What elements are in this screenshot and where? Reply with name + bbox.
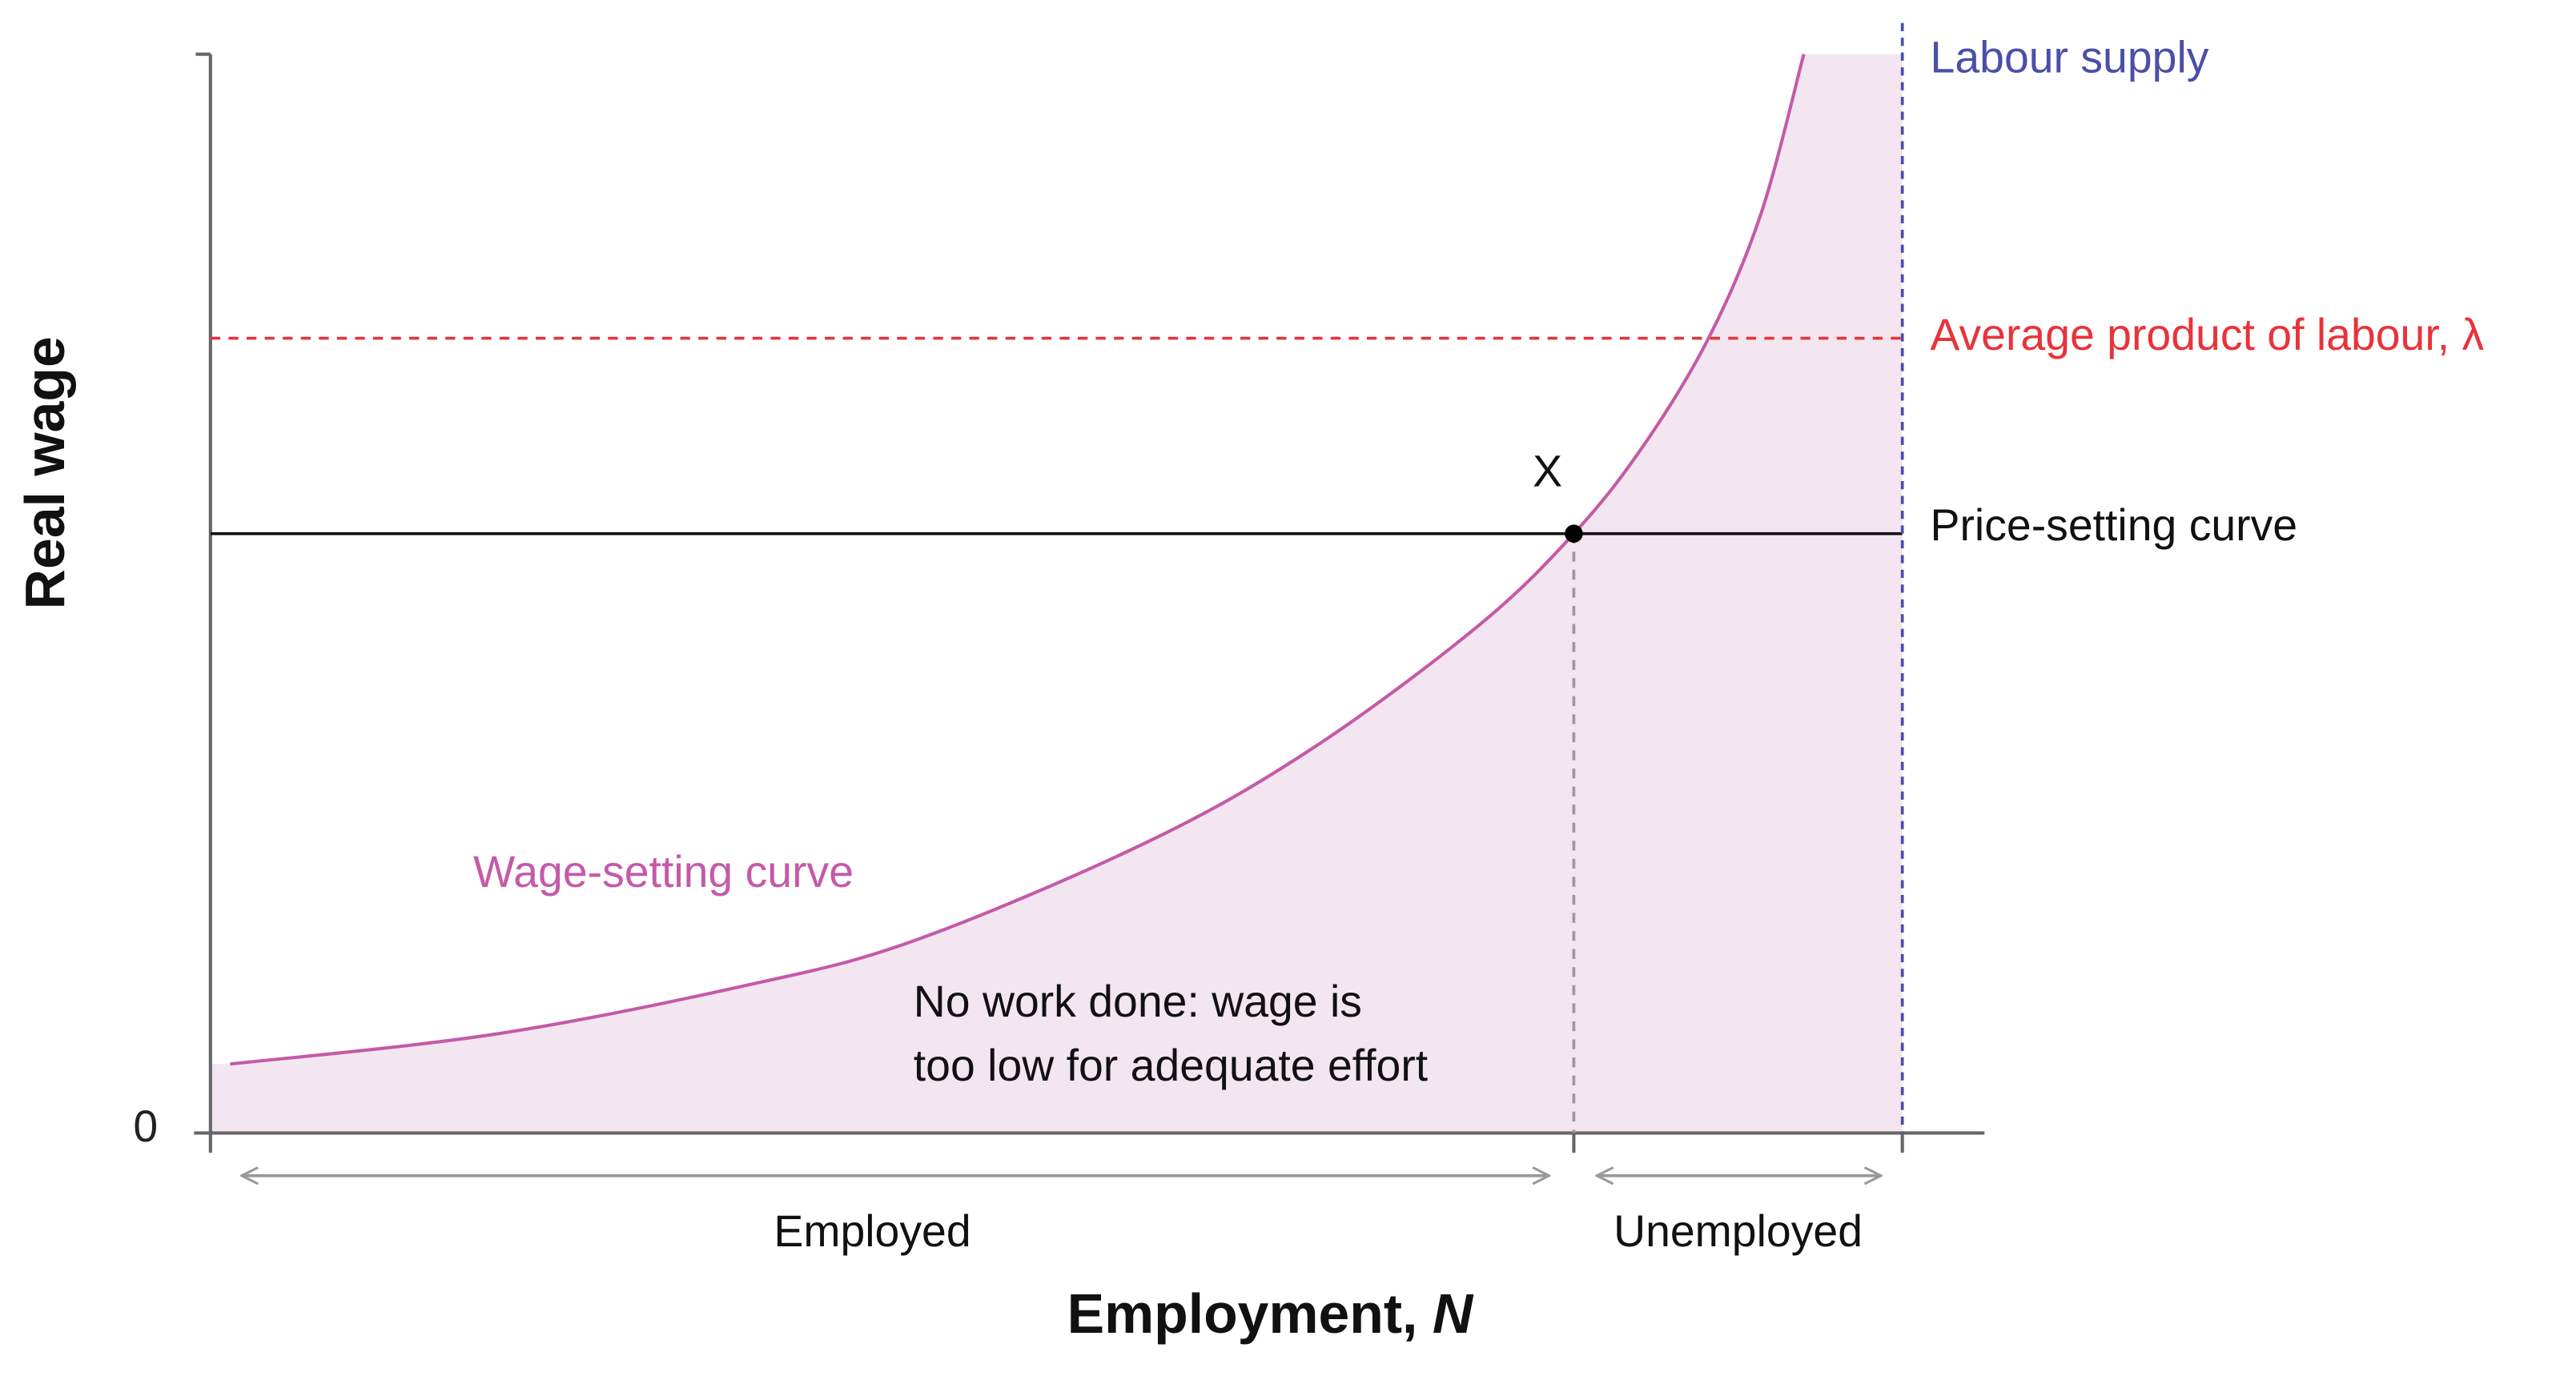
x-axis-variable: N [1433,1283,1474,1346]
wage-setting-label: Wage-setting curve [473,847,854,897]
x-axis-title: Employment, N [1067,1283,1474,1346]
x-axis-title-text: Employment, [1067,1283,1418,1346]
wage-setting-curve [230,54,1806,1066]
annotation-line: No work done: wage is [914,977,1362,1026]
y-axis-title: Real wage [14,336,76,609]
origin-label: 0 [133,1101,158,1151]
unemployed-label: Unemployed [1614,1206,1863,1256]
no-work-region [210,54,1903,1133]
average-product-label: Average product of labour, λ [1931,310,2485,359]
price-setting-label: Price-setting curve [1931,500,2298,550]
employed-label: Employed [774,1206,971,1256]
equilibrium-point [1565,524,1583,543]
point-label: X [1533,446,1562,495]
labour-supply-label: Labour supply [1931,33,2209,82]
annotation-line: too low for adequate effort [914,1041,1428,1090]
